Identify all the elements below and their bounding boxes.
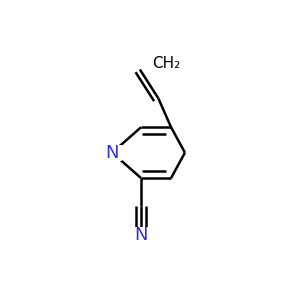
FancyBboxPatch shape: [102, 145, 122, 161]
Text: CH₂: CH₂: [152, 56, 181, 71]
Text: N: N: [134, 226, 148, 244]
FancyBboxPatch shape: [132, 227, 150, 242]
Text: N: N: [105, 144, 119, 162]
FancyBboxPatch shape: [148, 56, 185, 72]
